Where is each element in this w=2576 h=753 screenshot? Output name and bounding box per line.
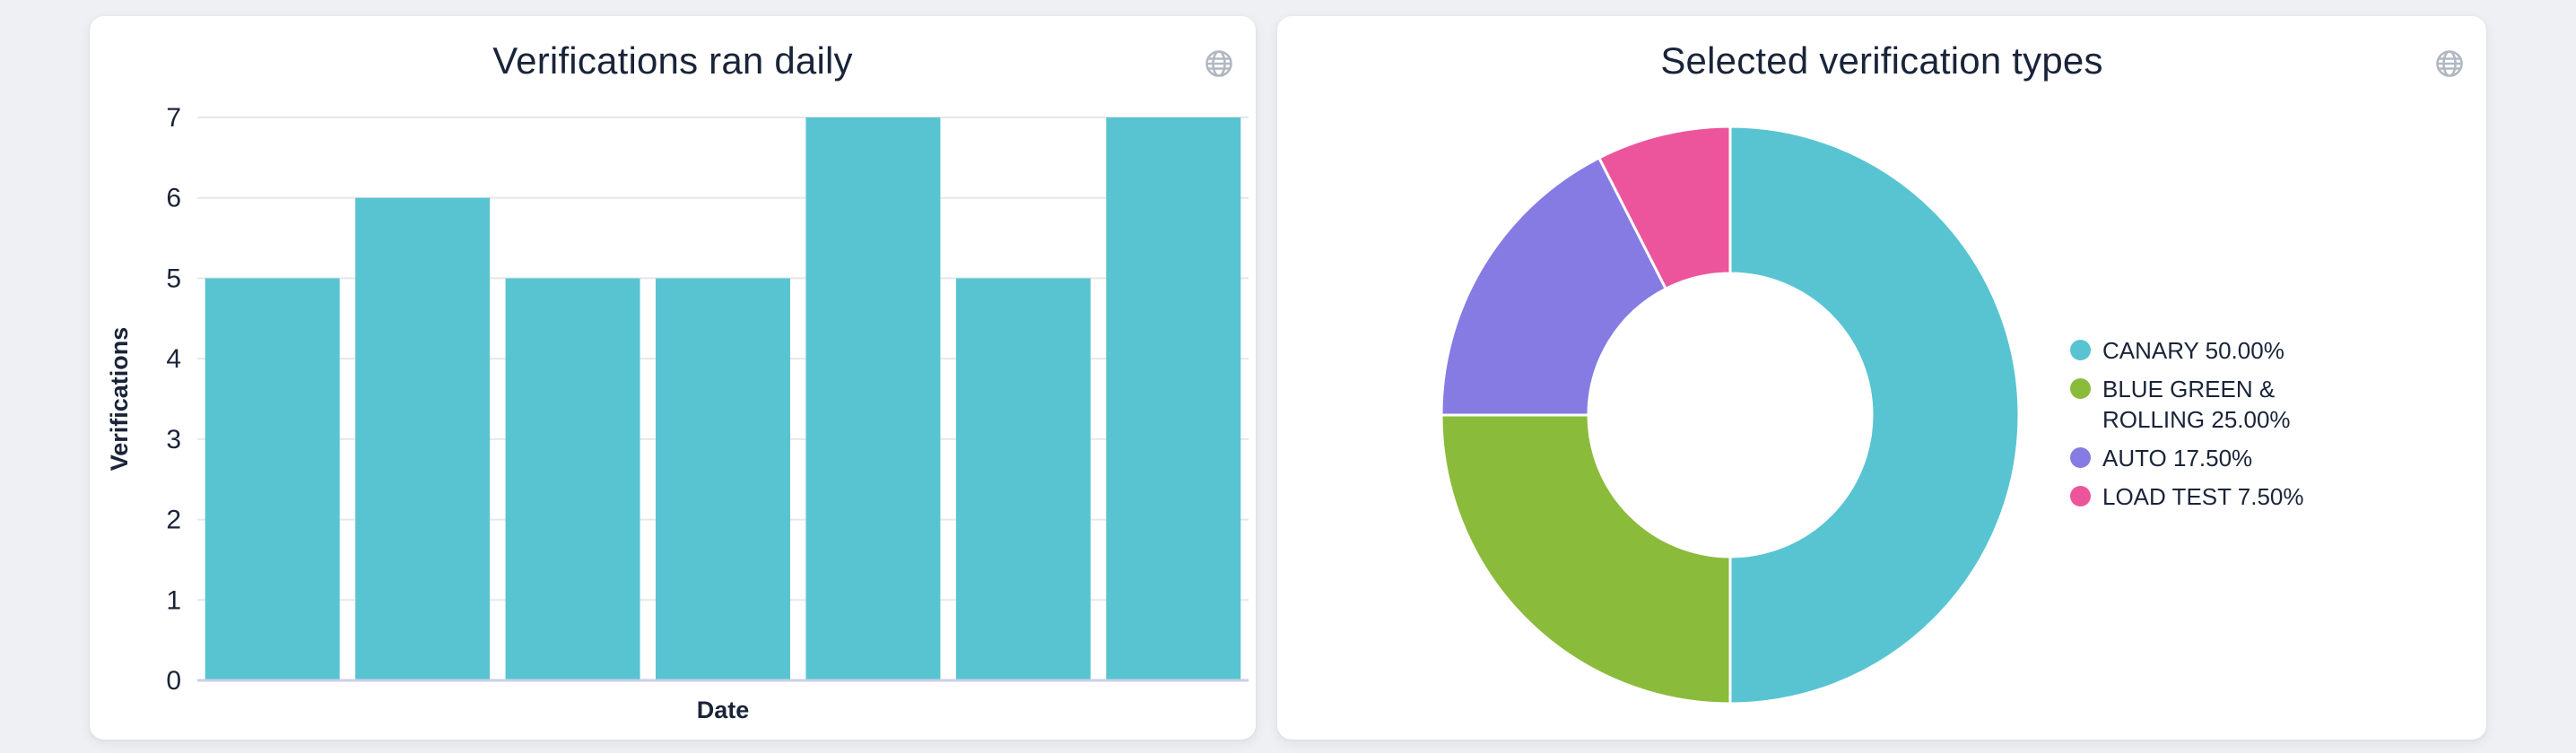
legend-label: AUTO 17.50% [2102, 445, 2253, 472]
globe-icon-svg [2436, 50, 2463, 77]
y-tick-label: 2 [166, 506, 181, 535]
legend-marker [2070, 340, 2091, 360]
donut-slice-canary[interactable] [1728, 125, 2021, 705]
donut-chart-card: Selected verification types CANARY 50.00… [1277, 16, 2486, 740]
legend-label: BLUE GREEN & ROLLING 25.00% [2102, 376, 2291, 433]
globe-icon-svg [1205, 50, 1232, 77]
legend-marker [2070, 486, 2091, 506]
legend-item-load-test[interactable]: LOAD TEST 7.50% [2070, 481, 2380, 512]
bar-chart: 0 1 2 3 4 5 6 7 Date Verifications [106, 103, 1249, 723]
legend-label: LOAD TEST 7.50% [2102, 483, 2304, 510]
x-axis-label: Date [697, 697, 750, 723]
legend-item-auto[interactable]: AUTO 17.50% [2070, 443, 2380, 473]
donut-chart [1440, 125, 2021, 705]
bar[interactable] [656, 278, 790, 680]
donut-slice-load-test[interactable] [1597, 125, 1732, 290]
globe-icon[interactable] [2434, 48, 2465, 79]
legend-marker [2070, 378, 2091, 399]
bar[interactable] [505, 278, 640, 680]
bar[interactable] [205, 278, 340, 680]
donut-slice-blue-green-rolling[interactable] [1440, 413, 1732, 705]
legend-item-blue-green-rolling[interactable]: BLUE GREEN & ROLLING 25.00% [2070, 374, 2380, 435]
donut-slice-auto[interactable] [1440, 156, 1667, 417]
bar[interactable] [1106, 117, 1241, 680]
legend-label: CANARY 50.00% [2102, 337, 2284, 364]
y-tick-label: 5 [166, 264, 181, 293]
bar[interactable] [355, 197, 491, 680]
bar-chart-card: Verifications ran daily 0 1 2 3 4 5 6 7 Date Veri… [90, 16, 1256, 740]
bar[interactable] [955, 278, 1091, 680]
y-tick-label: 6 [166, 184, 181, 213]
legend-item-canary[interactable]: CANARY 50.00% [2070, 335, 2380, 366]
y-tick-label: 0 [166, 666, 181, 696]
y-tick-label: 3 [166, 425, 181, 454]
y-tick-label: 7 [166, 103, 181, 133]
globe-icon[interactable] [1204, 48, 1234, 79]
bar-chart-title: Verifications ran daily [492, 39, 853, 82]
y-tick-label: 1 [166, 585, 181, 615]
y-tick-label: 4 [166, 344, 181, 374]
bar[interactable] [805, 117, 941, 680]
legend-marker [2070, 447, 2091, 468]
y-axis-label: Verifications [106, 327, 133, 472]
donut-chart-title: Selected verification types [1660, 39, 2103, 82]
donut-legend: CANARY 50.00% BLUE GREEN & ROLLING 25.00%… [2070, 335, 2380, 512]
